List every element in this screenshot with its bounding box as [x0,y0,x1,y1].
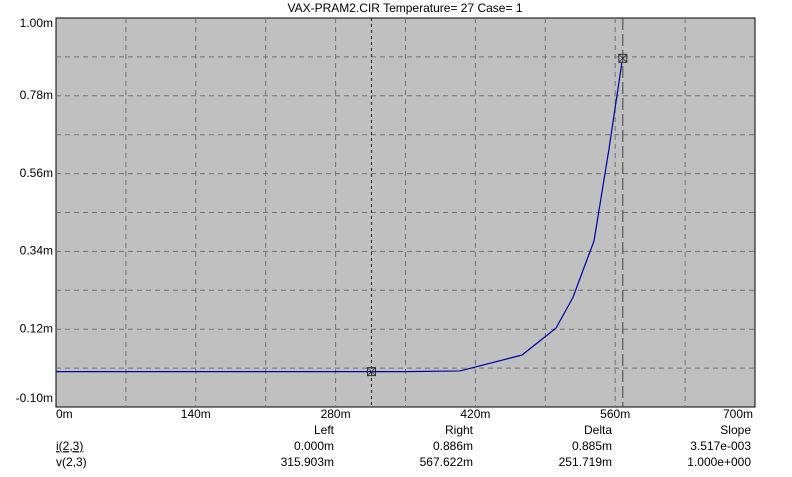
x-tick-label: 700m [723,407,753,421]
x-tick-label: 0m [56,407,73,421]
table-header: Right [445,423,474,437]
x-tick-label: 420m [460,407,490,421]
table-header: Delta [584,423,612,437]
table-header: Slope [720,423,751,437]
y-tick-label: 1.00m [20,16,53,30]
cursor-marker [618,53,628,63]
table-cell: 1.000e+000 [687,455,751,469]
table-cell: 0.886m [433,439,473,453]
row-label: i(2,3) [56,439,83,453]
y-tick-label: -0.10m [16,391,53,405]
chart-title: VAX-PRAM2.CIR Temperature= 27 Case= 1 [288,1,523,15]
table-cell: 3.517e-003 [690,439,751,453]
y-tick-label: 0.78m [20,88,53,102]
y-tick-label: 0.34m [20,244,53,258]
cursor-marker-cross [367,367,376,376]
x-tick-label: 560m [600,407,630,421]
x-tick-label: 280m [321,407,351,421]
cursor-marker-cross [618,54,628,63]
data-line [56,61,623,373]
y-tick-label: 0.12m [20,321,53,335]
x-tick-label: 140m [181,407,211,421]
table-cell: 0.885m [572,439,612,453]
cursor-marker [366,367,376,377]
table-cell: 315.903m [281,455,334,469]
row-label: v(2,3) [56,455,87,469]
table-cell: 0.000m [294,439,334,453]
table-cell: 567.622m [420,455,473,469]
table-header: Left [314,423,335,437]
table-cell: 251.719m [559,455,612,469]
y-tick-label: 0.56m [20,166,53,180]
